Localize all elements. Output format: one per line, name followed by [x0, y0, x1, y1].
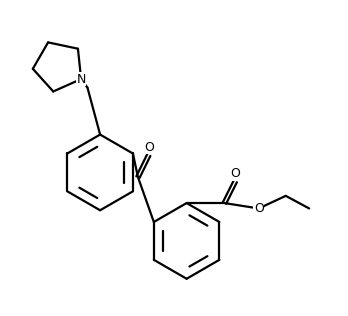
- Text: O: O: [230, 167, 240, 180]
- Text: N: N: [77, 73, 86, 86]
- Text: O: O: [144, 141, 154, 154]
- Text: O: O: [254, 202, 264, 215]
